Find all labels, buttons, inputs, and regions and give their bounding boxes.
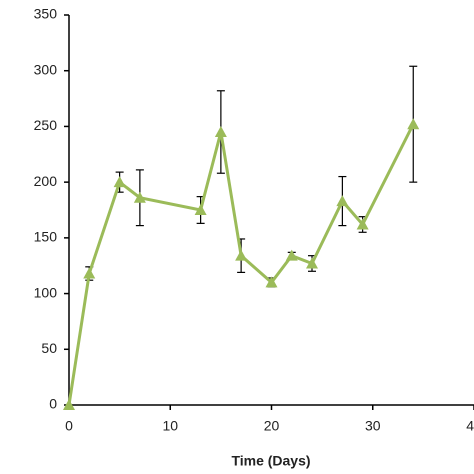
x-axis-label: Time (Days) [231,453,310,469]
data-point [336,195,349,207]
x-tick-label: 40 [466,418,474,434]
data-point [194,204,207,215]
data-point [285,249,298,261]
y-tick-label: 300 [34,61,58,77]
x-tick-label: 0 [65,418,73,434]
data-point [133,191,146,203]
y-tick-label: 0 [49,396,57,412]
y-tick-label: 200 [34,173,58,189]
data-point [113,176,126,188]
y-tick-label: 50 [41,340,57,356]
y-tick-label: 250 [34,117,58,133]
data-point [63,399,75,410]
y-tick-label: 100 [34,284,58,300]
data-point [83,267,96,279]
data-point [235,249,248,261]
y-tick-label: 350 [34,6,58,22]
y-tick-label: 150 [34,229,58,245]
data-point [306,257,318,269]
x-tick-label: 30 [365,418,381,434]
data-point [214,126,227,137]
x-tick-label: 10 [162,418,178,434]
data-point [407,118,420,130]
x-tick-label: 20 [264,418,280,434]
data-point [265,276,278,288]
data-point [356,218,369,230]
